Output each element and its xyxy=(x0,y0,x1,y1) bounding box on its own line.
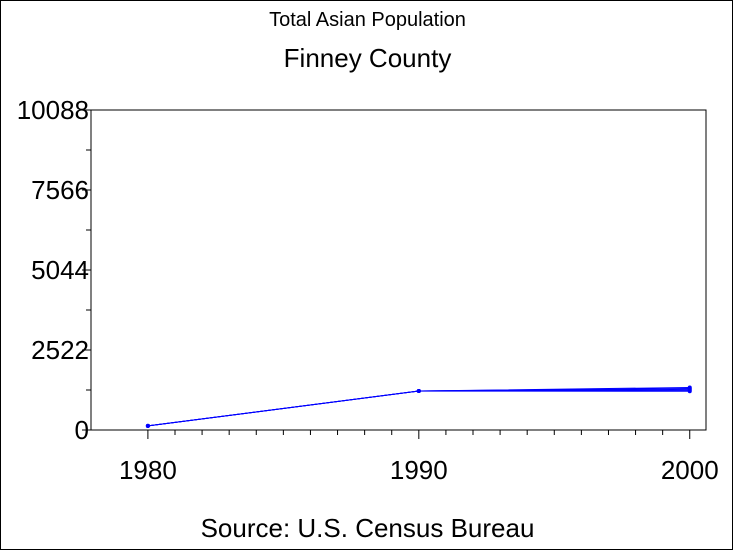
x-axis: 1980 1990 2000 xyxy=(119,430,719,485)
y-tick-label: 2522 xyxy=(31,335,89,365)
series-line xyxy=(147,387,690,427)
data-point xyxy=(145,423,150,428)
data-point xyxy=(416,388,421,393)
series-line xyxy=(147,390,690,427)
x-tick-label: 1980 xyxy=(119,455,177,485)
y-tick-label: 5044 xyxy=(31,255,89,285)
series-line xyxy=(147,386,690,427)
x-tick-label: 1990 xyxy=(390,455,448,485)
y-axis: 0 2522 5044 7566 10088 xyxy=(17,95,91,445)
y-tick-label: 0 xyxy=(75,415,89,445)
chart-title: Total Asian Population xyxy=(269,9,466,31)
series-line xyxy=(147,389,690,427)
series-line xyxy=(147,388,690,427)
y-tick-label: 10088 xyxy=(17,95,89,125)
plot-area xyxy=(90,109,707,431)
y-tick-label: 7566 xyxy=(31,175,89,205)
chart-subtitle: Finney County xyxy=(283,43,452,73)
x-tick-label: 2000 xyxy=(661,455,719,485)
series-group xyxy=(145,385,692,428)
data-point xyxy=(687,389,692,394)
chart-source: Source: U.S. Census Bureau xyxy=(200,513,535,543)
